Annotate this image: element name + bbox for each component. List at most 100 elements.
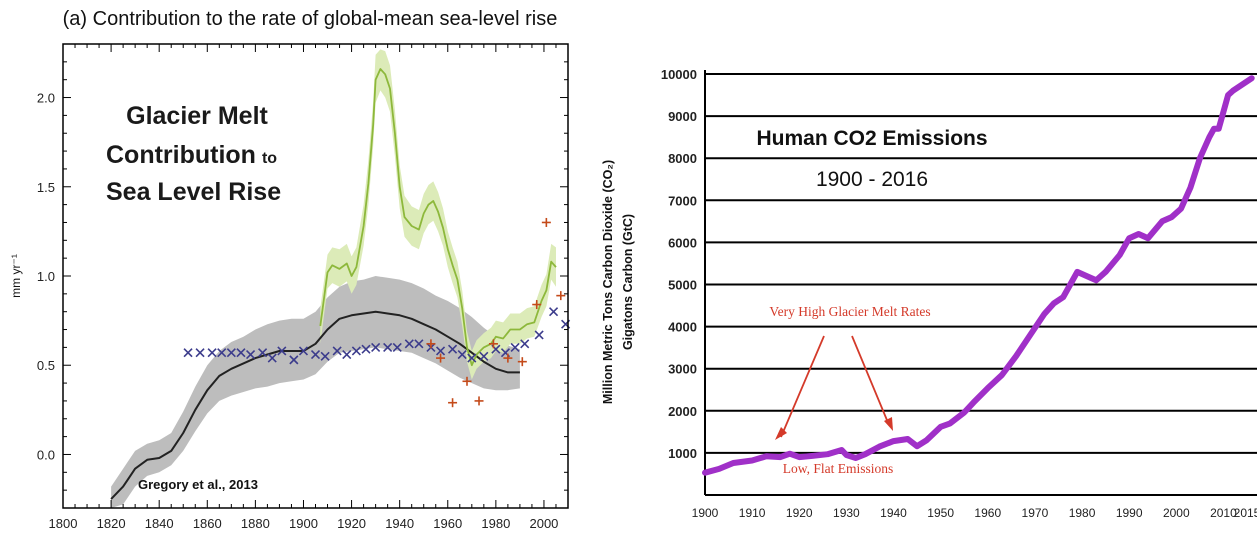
x-tick-label: 2000 [529,516,558,531]
x-tick-label: 1920 [337,516,366,531]
x-tick-label: 1950 [927,506,954,520]
x-marker [332,346,342,356]
black-series-uncertainty-band [111,276,520,508]
x-marker [226,348,236,358]
x-tick-label: 1900 [692,506,719,520]
x-tick-label: 1960 [974,506,1001,520]
black-series-line [110,310,520,500]
x-marker [371,342,381,352]
x-tick-label: 2000 [1163,506,1190,520]
plus-marker [556,291,566,301]
x-tick-label: 1940 [880,506,907,520]
emissions-series-line [702,75,1255,476]
x-marker [207,348,217,358]
x-marker [549,307,559,317]
x-tick-label: 1820 [97,516,126,531]
series-line [110,310,520,500]
x-marker [361,344,371,354]
x-marker [435,346,446,356]
plus-marker [436,353,446,363]
left-overlay-title: Glacier Melt Contribution to Sea Level Ri… [106,102,281,206]
y-tick-label: 1.0 [37,269,55,284]
x-marker [236,348,246,358]
left-y-axis-ticks: 0.0 0.5 1.0 1.5 2.0 [37,61,568,491]
citation-label: Gregory et al., 2013 [138,477,258,492]
x-marker [520,339,530,349]
x-marker [467,353,477,363]
x-marker [310,349,321,360]
x-marker [246,349,256,360]
x-marker [457,349,467,360]
right-chart-title: Human CO2 Emissions [756,127,987,150]
x-tick-label: 1980 [1069,506,1096,520]
right-y-axis-ticks: 1000 2000 3000 4000 5000 6000 7000 8000 9000 1000… [661,67,697,461]
x-tick-label: 1960 [433,516,462,531]
x-marker [289,355,299,365]
right-x-axis-ticks: 1900 1910 1920 1930 1940 1950 1960 1970 1980 1990… [692,506,1257,520]
right-y-axis-label: Million Metric Tons Carbon Dioxide (CO₂) [601,160,615,404]
x-marker [183,348,193,358]
left-chart-title: (a) Contribution to the rate of global-m… [63,8,558,30]
y-tick-label: 7000 [668,193,697,208]
y-tick-label: 1.5 [37,180,55,195]
y-tick-label: 0.0 [37,447,55,462]
arrow-right-head-icon [884,417,893,431]
plus-marker [474,396,484,406]
series-line [319,68,557,367]
overlay-title-line-2-small: to [262,150,277,167]
x-marker [217,348,227,358]
x-marker [414,339,424,349]
red-plus-markers [426,217,566,408]
y-tick-label: 5000 [668,278,697,293]
arrow-left-head-icon [775,427,787,440]
right-chart-subtitle: 1900 - 2016 [816,168,928,191]
x-tick-label: 1880 [241,516,270,531]
y-tick-label: 10000 [661,67,697,82]
overlay-title-line-2: Contribution to [106,141,277,169]
y-tick-label: 1000 [668,446,697,461]
x-tick-label: 1970 [1022,506,1049,520]
x-marker [479,351,489,361]
left-x-axis-ticks: 1800 1820 1840 1860 1880 1900 1920 1940 1960 1980… [49,44,569,531]
y-tick-label: 6000 [668,235,697,250]
y-tick-label: 2.0 [37,91,55,106]
annotation-low-emissions: Low, Flat Emissions [783,461,894,476]
x-marker [534,330,544,340]
y-tick-label: 2000 [668,404,697,419]
x-tick-label: 1860 [193,516,222,531]
x-marker [298,346,309,356]
x-tick-label: 1910 [739,506,766,520]
x-marker [320,351,330,361]
y-tick-label: 8000 [668,151,697,166]
x-marker [351,346,361,356]
left-chart: (a) Contribution to the rate of global-m… [9,8,571,531]
overlay-title-line-1: Glacier Melt [126,102,268,130]
plus-marker [532,300,542,310]
plus-marker [541,217,551,227]
x-tick-label: 2010 [1210,506,1237,520]
right-gridlines [705,73,1257,454]
x-marker [510,342,520,352]
x-tick-label: 1900 [289,516,318,531]
x-tick-label: 1990 [1116,506,1143,520]
x-marker [448,344,458,354]
annotation-arrows [775,335,893,440]
co2-emissions-line [702,75,1255,476]
left-y-axis-label: mm yr⁻¹ [9,254,23,298]
green-series-line [319,68,557,367]
x-tick-label: 1940 [385,516,414,531]
right-y-axis-label-2: Gigatons Carbon (GtC) [621,214,635,350]
y-tick-label: 9000 [668,109,697,124]
x-marker [258,348,268,358]
x-marker [392,342,402,352]
right-chart: 1000 2000 3000 4000 5000 6000 7000 8000 9000 1000… [601,67,1257,520]
overlay-title-line-3: Sea Level Rise [106,178,281,206]
x-tick-label: 1980 [481,516,510,531]
plus-marker [517,357,527,367]
arrow-left [780,335,825,438]
plus-marker [503,353,513,363]
x-marker [383,342,393,352]
x-marker [404,339,414,349]
overlay-title-line-2-main: Contribution [106,141,256,169]
